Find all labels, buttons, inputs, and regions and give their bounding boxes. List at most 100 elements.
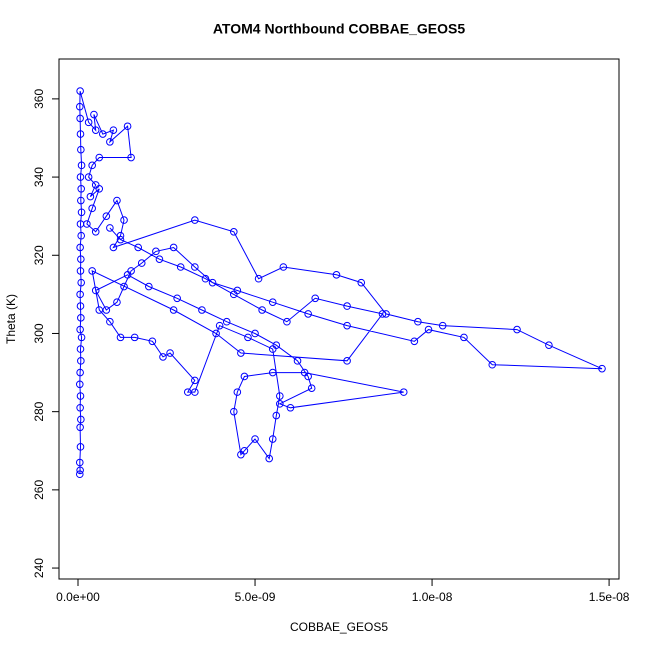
y-tick-label: 340 bbox=[32, 167, 46, 187]
data-point bbox=[120, 282, 128, 291]
data-point bbox=[91, 286, 100, 295]
data-point bbox=[113, 298, 121, 306]
y-axis-label: Theta (K) bbox=[4, 294, 18, 344]
x-tick-label: 1.5e-08 bbox=[589, 590, 630, 604]
data-point bbox=[244, 333, 252, 342]
data-point bbox=[293, 357, 302, 365]
data-point bbox=[229, 407, 238, 416]
data-point bbox=[75, 102, 84, 111]
data-point bbox=[357, 278, 366, 287]
y-tick-label: 260 bbox=[32, 480, 46, 500]
data-point bbox=[410, 337, 419, 346]
data-point bbox=[155, 255, 164, 263]
data-point bbox=[378, 310, 387, 318]
data-point bbox=[113, 196, 121, 205]
data-point bbox=[399, 388, 408, 396]
data-point bbox=[201, 274, 210, 283]
data-point bbox=[191, 263, 199, 271]
data-point bbox=[240, 446, 249, 455]
data-point bbox=[283, 317, 291, 326]
data-point bbox=[76, 443, 85, 451]
data-point bbox=[75, 380, 84, 389]
data-point bbox=[84, 173, 93, 181]
data-point bbox=[598, 364, 606, 373]
data-point bbox=[75, 458, 84, 467]
data-point bbox=[76, 290, 84, 299]
data-point bbox=[166, 349, 174, 357]
y-tick-label: 280 bbox=[32, 401, 46, 421]
data-point bbox=[343, 302, 351, 310]
data-point bbox=[77, 333, 86, 342]
data-point bbox=[76, 403, 84, 412]
data-point bbox=[159, 353, 167, 361]
data-point bbox=[169, 306, 178, 314]
data-point bbox=[300, 368, 309, 377]
y-tick-label: 360 bbox=[32, 89, 46, 109]
data-point bbox=[77, 196, 85, 205]
data-point bbox=[75, 470, 84, 479]
data-point bbox=[304, 310, 312, 318]
data-point bbox=[130, 333, 139, 342]
data-point bbox=[77, 145, 85, 154]
data-point bbox=[91, 228, 100, 236]
data-point bbox=[237, 349, 245, 357]
data-point bbox=[88, 204, 96, 213]
data-point bbox=[95, 185, 104, 193]
y-tick-label: 240 bbox=[32, 558, 46, 578]
data-point bbox=[233, 388, 242, 396]
data-point bbox=[76, 114, 84, 123]
data-point bbox=[95, 153, 104, 162]
data-point bbox=[272, 411, 281, 420]
data-point bbox=[343, 357, 351, 365]
data-point bbox=[76, 466, 84, 475]
data-point bbox=[76, 368, 84, 377]
data-point bbox=[127, 153, 135, 162]
data-point bbox=[76, 173, 85, 181]
data-point bbox=[332, 271, 341, 279]
data-point bbox=[116, 235, 125, 244]
data-point bbox=[240, 372, 249, 381]
data-point bbox=[76, 325, 84, 334]
data-point bbox=[90, 110, 98, 119]
data-point bbox=[134, 243, 143, 252]
data-point bbox=[148, 337, 157, 346]
data-point bbox=[268, 368, 277, 377]
data-point bbox=[106, 138, 114, 146]
data-point bbox=[76, 302, 85, 310]
x-tick-label: 5.0e-09 bbox=[235, 590, 276, 604]
data-point bbox=[102, 212, 111, 220]
data-point bbox=[460, 333, 468, 342]
data-point bbox=[286, 403, 295, 412]
data-point bbox=[76, 243, 84, 252]
data-point bbox=[276, 392, 284, 400]
data-point bbox=[123, 122, 132, 131]
chart-title: ATOM4 Northbound COBBAE_GEOS5 bbox=[213, 21, 465, 37]
data-point bbox=[251, 435, 259, 443]
data-point bbox=[222, 317, 231, 326]
data-point bbox=[77, 357, 85, 365]
data-point bbox=[183, 388, 192, 396]
data-point bbox=[311, 294, 320, 303]
data-point bbox=[215, 321, 224, 330]
data-point bbox=[123, 271, 132, 279]
data-point bbox=[83, 220, 91, 228]
data-point bbox=[343, 321, 351, 330]
data-point bbox=[212, 329, 220, 338]
y-tick-label: 300 bbox=[32, 323, 46, 343]
data-point bbox=[77, 185, 85, 193]
data-point bbox=[137, 259, 146, 267]
plot-box bbox=[58, 58, 620, 580]
data-point bbox=[265, 454, 273, 463]
data-point bbox=[254, 274, 263, 283]
data-point bbox=[229, 228, 238, 236]
data-point bbox=[438, 321, 447, 330]
data-point bbox=[169, 243, 178, 252]
data-point bbox=[268, 298, 277, 306]
data-point bbox=[88, 161, 96, 170]
data-point bbox=[77, 255, 85, 263]
data-point bbox=[152, 247, 160, 256]
data-point bbox=[307, 384, 316, 393]
data-point bbox=[191, 376, 199, 385]
data-point bbox=[116, 333, 125, 342]
data-point bbox=[276, 400, 284, 408]
